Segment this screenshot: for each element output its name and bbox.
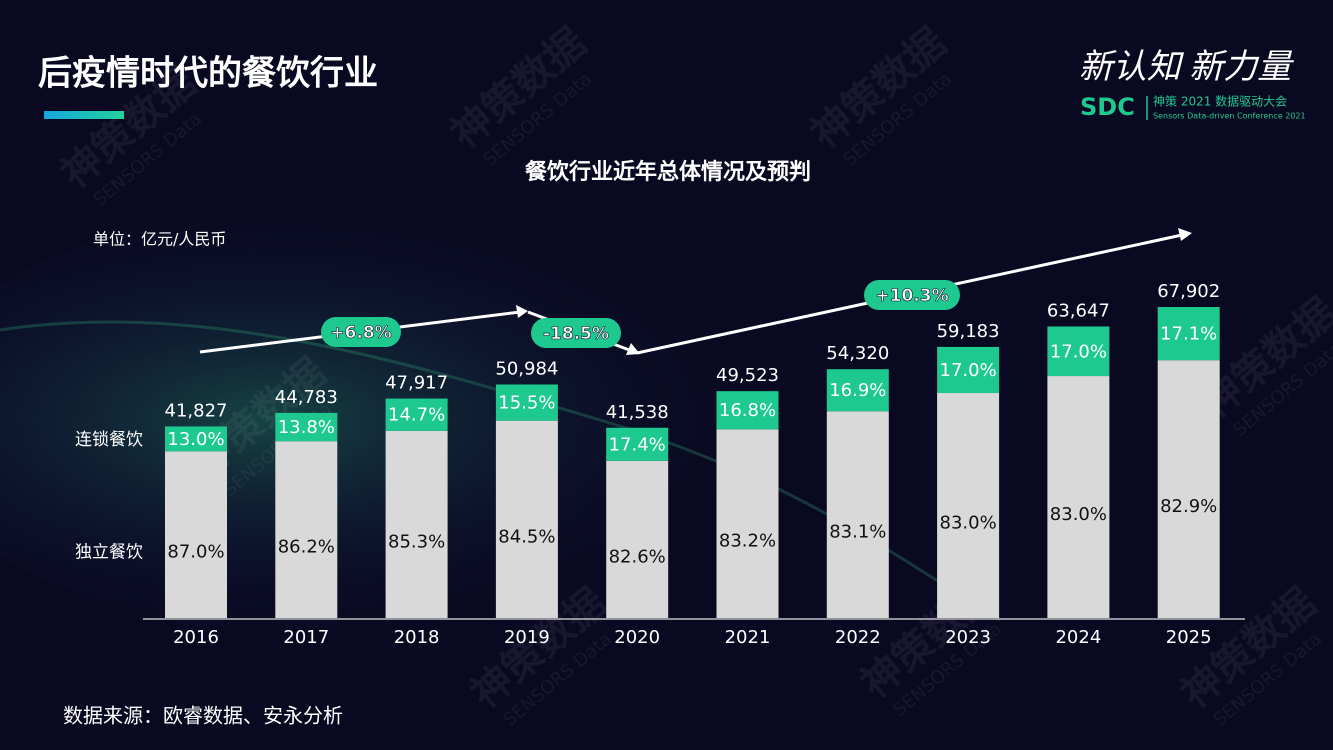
segment-label: 16.9%: [829, 380, 886, 401]
legend-label: 独立餐饮: [75, 543, 143, 563]
x-tick-label: 2025: [1166, 627, 1212, 648]
bar-segment: [1157, 307, 1220, 361]
total-label: 44,783: [275, 387, 338, 408]
annotation-pill: [531, 318, 621, 348]
total-label: 54,320: [826, 343, 889, 364]
bar-segment: [275, 441, 338, 618]
x-tick-label: 2023: [945, 627, 991, 648]
arrow-head: [626, 343, 640, 355]
x-tick-label: 2024: [1055, 627, 1101, 648]
bar-segment: [1047, 326, 1110, 377]
segment-label: 83.0%: [1050, 504, 1107, 525]
bar-segment: [826, 411, 889, 618]
annotation: +10.3%: [875, 286, 948, 306]
bar-segment: [165, 426, 227, 452]
bar-segment: [385, 398, 448, 431]
segment-label: 17.0%: [1050, 341, 1107, 362]
segment-label: 82.6%: [609, 546, 666, 567]
decor-swoosh: [0, 320, 1001, 622]
x-tick-label: 2022: [835, 627, 881, 648]
x-tick-label: 2021: [725, 627, 771, 648]
arrow-head: [516, 305, 528, 318]
bar-segment: [606, 460, 669, 618]
bar-segment: [165, 451, 227, 618]
page-title: 后疫情时代的餐饮行业: [38, 54, 378, 94]
bar-segment: [495, 420, 558, 618]
annotation: -18.5%: [543, 324, 609, 344]
logo-event-en: Sensors Data-driven Conference 2021: [1153, 112, 1306, 121]
segment-label: 86.2%: [278, 537, 335, 558]
bar-segment: [937, 393, 1000, 618]
bar-segment: [1157, 360, 1220, 618]
segment-label: 15.5%: [498, 393, 555, 414]
annotation-pill: [864, 280, 960, 310]
annotation: +6.8%: [330, 323, 391, 343]
bar-segment: [495, 384, 558, 421]
segment-label: 83.2%: [719, 531, 776, 552]
total-label: 49,523: [716, 365, 779, 386]
segment-label: 13.8%: [278, 417, 335, 438]
bar-segment: [1047, 376, 1110, 618]
logo-mark: SDC: [1080, 93, 1135, 121]
total-label: 67,902: [1157, 281, 1220, 302]
x-tick-label: 2019: [504, 627, 550, 648]
segment-label: 14.7%: [388, 405, 445, 426]
legend-label: 连锁餐饮: [75, 430, 143, 450]
segment-label: 16.8%: [719, 400, 776, 421]
bar-segment: [716, 429, 779, 618]
segment-label: 82.9%: [1160, 496, 1217, 517]
bar-segment: [606, 427, 669, 461]
segment-label: 83.1%: [829, 522, 886, 543]
total-label: 41,538: [606, 402, 669, 423]
unit-label: 单位：亿元/人民币: [93, 230, 226, 249]
logo-event: 神策 2021 数据驱动大会: [1153, 94, 1287, 109]
total-label: 41,827: [165, 400, 228, 421]
x-tick-label: 2016: [173, 627, 219, 648]
chart-title: 餐饮行业近年总体情况及预判: [525, 159, 811, 185]
bar-segment: [937, 346, 1000, 394]
segment-label: 84.5%: [498, 526, 555, 547]
annotation-pill: [321, 317, 401, 347]
segment-label: 17.0%: [940, 360, 997, 381]
total-label: 47,917: [385, 373, 448, 394]
x-tick-label: 2018: [394, 627, 440, 648]
title-underline: [44, 111, 124, 119]
arrow-head: [1178, 228, 1192, 241]
bar-segment: [385, 430, 448, 618]
total-label: 50,984: [495, 358, 558, 379]
segment-label: 83.0%: [940, 513, 997, 534]
segment-label: 85.3%: [388, 531, 445, 552]
total-label: 59,183: [937, 321, 1000, 342]
source-note: 数据来源：欧睿数据、安永分析: [63, 704, 343, 728]
x-tick-label: 2020: [614, 627, 660, 648]
bar-segment: [826, 369, 889, 412]
x-tick-label: 2017: [283, 627, 329, 648]
total-label: 63,647: [1047, 300, 1110, 321]
bar-segment: [275, 412, 338, 442]
logo-slogan: 新认知 新力量: [1079, 49, 1294, 86]
background-glow: [0, 190, 940, 650]
segment-label: 17.1%: [1160, 324, 1217, 345]
segment-label: 17.4%: [609, 434, 666, 455]
segment-label: 13.0%: [167, 429, 224, 450]
bar-segment: [716, 391, 779, 430]
segment-label: 87.0%: [167, 542, 224, 563]
